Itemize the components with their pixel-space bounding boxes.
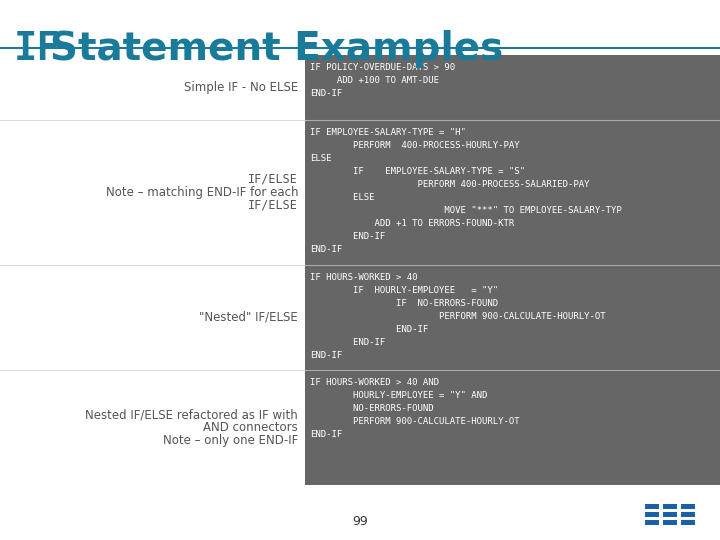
Bar [681,520,695,525]
Bar [645,520,659,525]
Text: END-IF: END-IF [310,232,385,241]
Text: ADD +1 TO ERRORS-FOUND-KTR: ADD +1 TO ERRORS-FOUND-KTR [310,219,514,228]
Text: END-IF: END-IF [310,89,342,98]
Text: IF    EMPLOYEE-SALARY-TYPE = "S": IF EMPLOYEE-SALARY-TYPE = "S" [310,167,525,176]
Text: IF  NO-ERRORS-FOUND: IF NO-ERRORS-FOUND [310,299,498,308]
Text: "Nested" IF/ELSE: "Nested" IF/ELSE [199,311,298,324]
Text: END-IF: END-IF [310,245,342,254]
Text: END-IF: END-IF [310,325,428,334]
Text: AND connectors: AND connectors [203,421,298,434]
Text: NO-ERRORS-FOUND: NO-ERRORS-FOUND [310,404,433,413]
Bar [663,520,677,525]
Text: Note – only one END-IF: Note – only one END-IF [163,434,298,447]
Text: PERFORM 400-PROCESS-SALARIED-PAY: PERFORM 400-PROCESS-SALARIED-PAY [310,180,590,189]
FancyBboxPatch shape [0,55,305,485]
Bar [645,512,659,517]
Text: IF: IF [14,30,60,68]
Text: HOURLY-EMPLOYEE = "Y" AND: HOURLY-EMPLOYEE = "Y" AND [310,391,487,400]
Text: IF  HOURLY-EMPLOYEE   = "Y": IF HOURLY-EMPLOYEE = "Y" [310,286,498,295]
Text: PERFORM  400-PROCESS-HOURLY-PAY: PERFORM 400-PROCESS-HOURLY-PAY [310,141,520,150]
Text: IF/ELSE: IF/ELSE [248,173,298,186]
Text: Nested IF/ELSE refactored as IF with: Nested IF/ELSE refactored as IF with [85,408,298,421]
Bar [663,512,677,517]
Bar [663,504,677,509]
Text: PERFORM 900-CALCULATE-HOURLY-OT: PERFORM 900-CALCULATE-HOURLY-OT [310,417,520,426]
Text: END-IF: END-IF [310,430,342,439]
FancyBboxPatch shape [305,55,720,485]
Text: PERFORM 900-CALCULATE-HOURLY-OT: PERFORM 900-CALCULATE-HOURLY-OT [310,312,606,321]
Text: END-IF: END-IF [310,351,342,360]
Text: Statement Examples: Statement Examples [50,30,503,68]
Bar [681,512,695,517]
Bar [645,504,659,509]
Text: IF POLICY-OVERDUE-DAYS > 90: IF POLICY-OVERDUE-DAYS > 90 [310,63,455,72]
Text: END-IF: END-IF [310,338,385,347]
Text: ADD +100 TO AMT-DUE: ADD +100 TO AMT-DUE [310,76,439,85]
Text: Simple IF - No ELSE: Simple IF - No ELSE [184,81,298,94]
Text: IF HOURS-WORKED > 40 AND: IF HOURS-WORKED > 40 AND [310,378,439,387]
Text: ELSE: ELSE [310,193,374,202]
Text: Note – matching END-IF for each: Note – matching END-IF for each [106,186,298,199]
Text: IF/ELSE: IF/ELSE [248,199,298,212]
Text: IF EMPLOYEE-SALARY-TYPE = "H": IF EMPLOYEE-SALARY-TYPE = "H" [310,128,466,137]
Text: 99: 99 [352,515,368,528]
Text: IF HOURS-WORKED > 40: IF HOURS-WORKED > 40 [310,273,418,282]
Text: MOVE "***" TO EMPLOYEE-SALARY-TYP: MOVE "***" TO EMPLOYEE-SALARY-TYP [310,206,622,215]
Bar [681,504,695,509]
Text: ELSE: ELSE [310,154,331,163]
